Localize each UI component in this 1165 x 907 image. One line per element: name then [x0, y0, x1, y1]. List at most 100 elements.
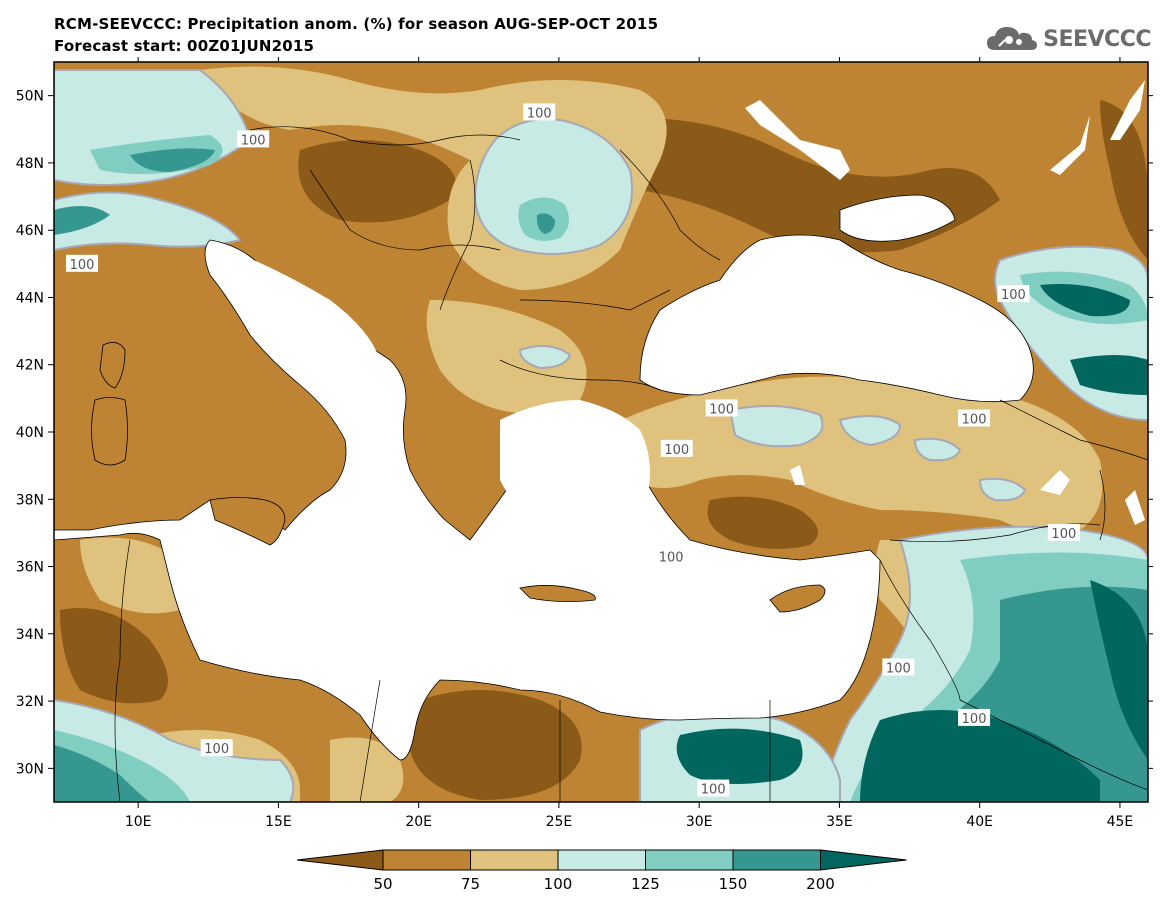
lon-tick-label: 15E: [265, 814, 292, 830]
contour-label: 100: [1051, 527, 1076, 542]
lon-tick-label: 25E: [546, 814, 573, 830]
contour-label: 100: [659, 550, 684, 565]
contour-label-bg: [237, 130, 270, 148]
lat-tick-label: 48N: [16, 156, 44, 172]
contour-label-bg: [958, 708, 991, 726]
contour-label-bg: [882, 658, 915, 676]
mediterranean-sea: [54, 239, 881, 761]
colorbar-swatch: [296, 849, 384, 871]
anomaly-region-wet-strong: [54, 745, 150, 802]
contour-label: 100: [70, 258, 95, 273]
anomaly-region-wet-max: [1070, 355, 1148, 395]
island-sardinia: [91, 397, 128, 466]
anomaly-region-wet-max: [1040, 284, 1130, 317]
logo-text: SEEVCCC: [1043, 26, 1151, 52]
anomaly-region-wet-max: [676, 728, 803, 784]
colorbar-level-label: 75: [461, 875, 480, 893]
country-borders: [114, 126, 1148, 802]
lat-tick-label: 30N: [16, 761, 44, 777]
colorbar: 50 75 100 125 150 200: [296, 849, 907, 893]
island-sicily: [209, 497, 286, 546]
anomaly-region-wet: [54, 191, 242, 252]
colorbar-swatch: [557, 849, 646, 871]
colorbar-level-label: 150: [719, 875, 748, 893]
contour-label: 100: [962, 712, 987, 727]
contour-label: 100: [709, 402, 734, 417]
anomaly-region-near-normal: [80, 537, 190, 614]
anomaly-region-wet: [978, 477, 1027, 502]
anomaly-region-near-normal: [426, 300, 587, 414]
lon-tick-label: 30E: [686, 814, 713, 830]
contour-label-bg: [997, 285, 1030, 303]
contour-label-bg: [705, 399, 738, 417]
contour-label: 100: [204, 742, 229, 757]
contour-label-bg: [523, 103, 556, 121]
anomaly-region-very-dry: [707, 496, 818, 549]
colorbar-swatch: [382, 849, 471, 871]
lon-tick-label: 40E: [966, 814, 993, 830]
contour-label-bg: [660, 439, 693, 457]
lat-tick-label: 46N: [16, 223, 44, 239]
longitude-axis: 10E 15E 20E 25E 30E 35E 40E 45E: [125, 57, 1133, 830]
contour-label: 100: [701, 783, 726, 798]
anomaly-region-near-normal: [330, 737, 404, 802]
lon-tick-label: 35E: [826, 814, 853, 830]
no-data-patch: [1040, 470, 1070, 495]
lon-tick-label: 10E: [125, 814, 152, 830]
island-corsica: [99, 342, 126, 389]
lat-tick-label: 32N: [16, 694, 44, 710]
contour-label: 100: [1001, 288, 1026, 303]
forecast-start-subtitle: Forecast start: 00Z01JUN2015: [54, 37, 315, 55]
anomaly-region-wet-strong: [536, 213, 555, 234]
azov-sea: [839, 194, 956, 242]
contour-label-bg: [958, 409, 991, 427]
colorbar-swatch: [732, 849, 821, 871]
colorbar-level-label: 125: [631, 875, 660, 893]
contour-label-bg: [1047, 523, 1080, 541]
contour-labels: 100 100 100 100 100 100 100 100 100 100 100 100 100: [66, 103, 1080, 798]
anomaly-region-wet-max: [1090, 580, 1148, 760]
anomaly-region-wet: [913, 437, 962, 462]
colorbar-swatch: [470, 849, 559, 871]
island-crete: [519, 585, 596, 602]
contour-label-bg: [697, 779, 730, 797]
colorbar-swatch: [820, 849, 907, 871]
no-data-patch: [1110, 80, 1145, 140]
cloud-icon: [987, 27, 1038, 50]
anomaly-region-wet-strong: [54, 206, 110, 235]
contour-label: 100: [241, 133, 266, 148]
lat-tick-label: 44N: [16, 290, 44, 306]
contour-label: 100: [962, 413, 987, 428]
contour-label-bg: [200, 739, 233, 757]
latitude-axis: 50N 48N 46N 44N 42N 40N 38N 36N 34N 32N 30N: [16, 89, 1153, 777]
lat-tick-label: 38N: [16, 492, 44, 508]
lat-tick-label: 36N: [16, 560, 44, 576]
anomaly-region-wet: [728, 405, 824, 448]
colorbar-swatch: [645, 849, 734, 871]
map-title: RCM-SEEVCCC: Precipitation anom. (%) for…: [54, 15, 659, 33]
lon-tick-label: 20E: [405, 814, 432, 830]
anomaly-region-wet: [518, 345, 572, 370]
no-data-patch: [1050, 115, 1090, 175]
map-fields: 100 100 100 100 100 100 100 100 100 100 100 100 100: [54, 62, 1148, 802]
lat-tick-label: 34N: [16, 627, 44, 643]
lat-tick-label: 42N: [16, 358, 44, 374]
contour-label: 100: [664, 443, 689, 458]
lon-tick-label: 45E: [1107, 814, 1134, 830]
lat-tick-label: 40N: [16, 425, 44, 441]
no-data-patch: [745, 100, 850, 180]
aegean-sea: [500, 400, 650, 540]
colorbar-level-label: 200: [806, 875, 835, 893]
no-data-patch: [790, 465, 805, 485]
anomaly-region-wet-strong: [130, 148, 215, 172]
no-data-patch: [1125, 490, 1145, 525]
colorbar-level-label: 100: [544, 875, 573, 893]
anomaly-region-wet: [838, 415, 902, 447]
contour-label: 100: [886, 661, 911, 676]
island-cyprus: [769, 584, 826, 613]
contour-label-bg: [66, 254, 99, 272]
anomaly-region-very-dry: [408, 690, 582, 800]
tyrrhenian-adriatic-sea: [230, 250, 380, 374]
contour-label: 100: [527, 106, 552, 121]
